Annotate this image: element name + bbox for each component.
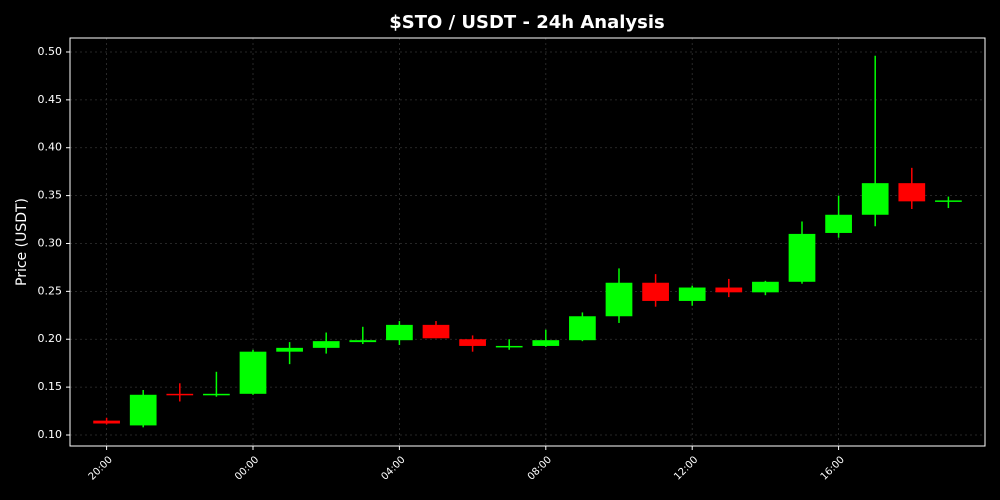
plot-frame xyxy=(69,37,986,447)
y-tick-label: 0.10 xyxy=(38,428,63,441)
candle-body xyxy=(459,339,486,346)
candle-body xyxy=(898,183,926,202)
y-tick-label: 0.25 xyxy=(38,284,63,297)
candle-body xyxy=(569,316,596,341)
candle-body xyxy=(422,324,450,339)
candle-body xyxy=(788,233,816,282)
candle-body xyxy=(93,420,120,424)
candle-body xyxy=(495,345,523,348)
y-tick-label: 0.45 xyxy=(38,93,63,106)
candle-body xyxy=(935,200,962,202)
y-tick-label: 0.15 xyxy=(38,380,63,393)
y-tick-label: 0.30 xyxy=(38,236,63,249)
candle-body xyxy=(386,324,413,341)
candle-body xyxy=(312,341,340,348)
candle-body xyxy=(276,347,303,352)
candle-body xyxy=(129,394,157,426)
candle-body xyxy=(715,287,743,293)
candle-body xyxy=(349,340,377,343)
candle-body xyxy=(239,351,267,394)
candle-body xyxy=(752,281,779,293)
candle-body xyxy=(203,393,230,396)
y-tick-label: 0.40 xyxy=(38,141,63,154)
candle-body xyxy=(642,282,669,301)
y-tick-label: 0.35 xyxy=(38,189,63,202)
chart-title: $STO / USDT - 24h Analysis xyxy=(389,12,665,33)
y-tick-label: 0.20 xyxy=(38,332,63,345)
y-tick-label: 0.50 xyxy=(38,45,63,58)
candle-body xyxy=(166,393,194,396)
candle-body xyxy=(532,340,560,346)
candle-body xyxy=(678,287,706,301)
candle-body xyxy=(605,282,633,317)
candle-body xyxy=(825,214,852,233)
y-axis-label: Price (USDT) xyxy=(14,198,30,286)
candle-body xyxy=(861,183,889,215)
